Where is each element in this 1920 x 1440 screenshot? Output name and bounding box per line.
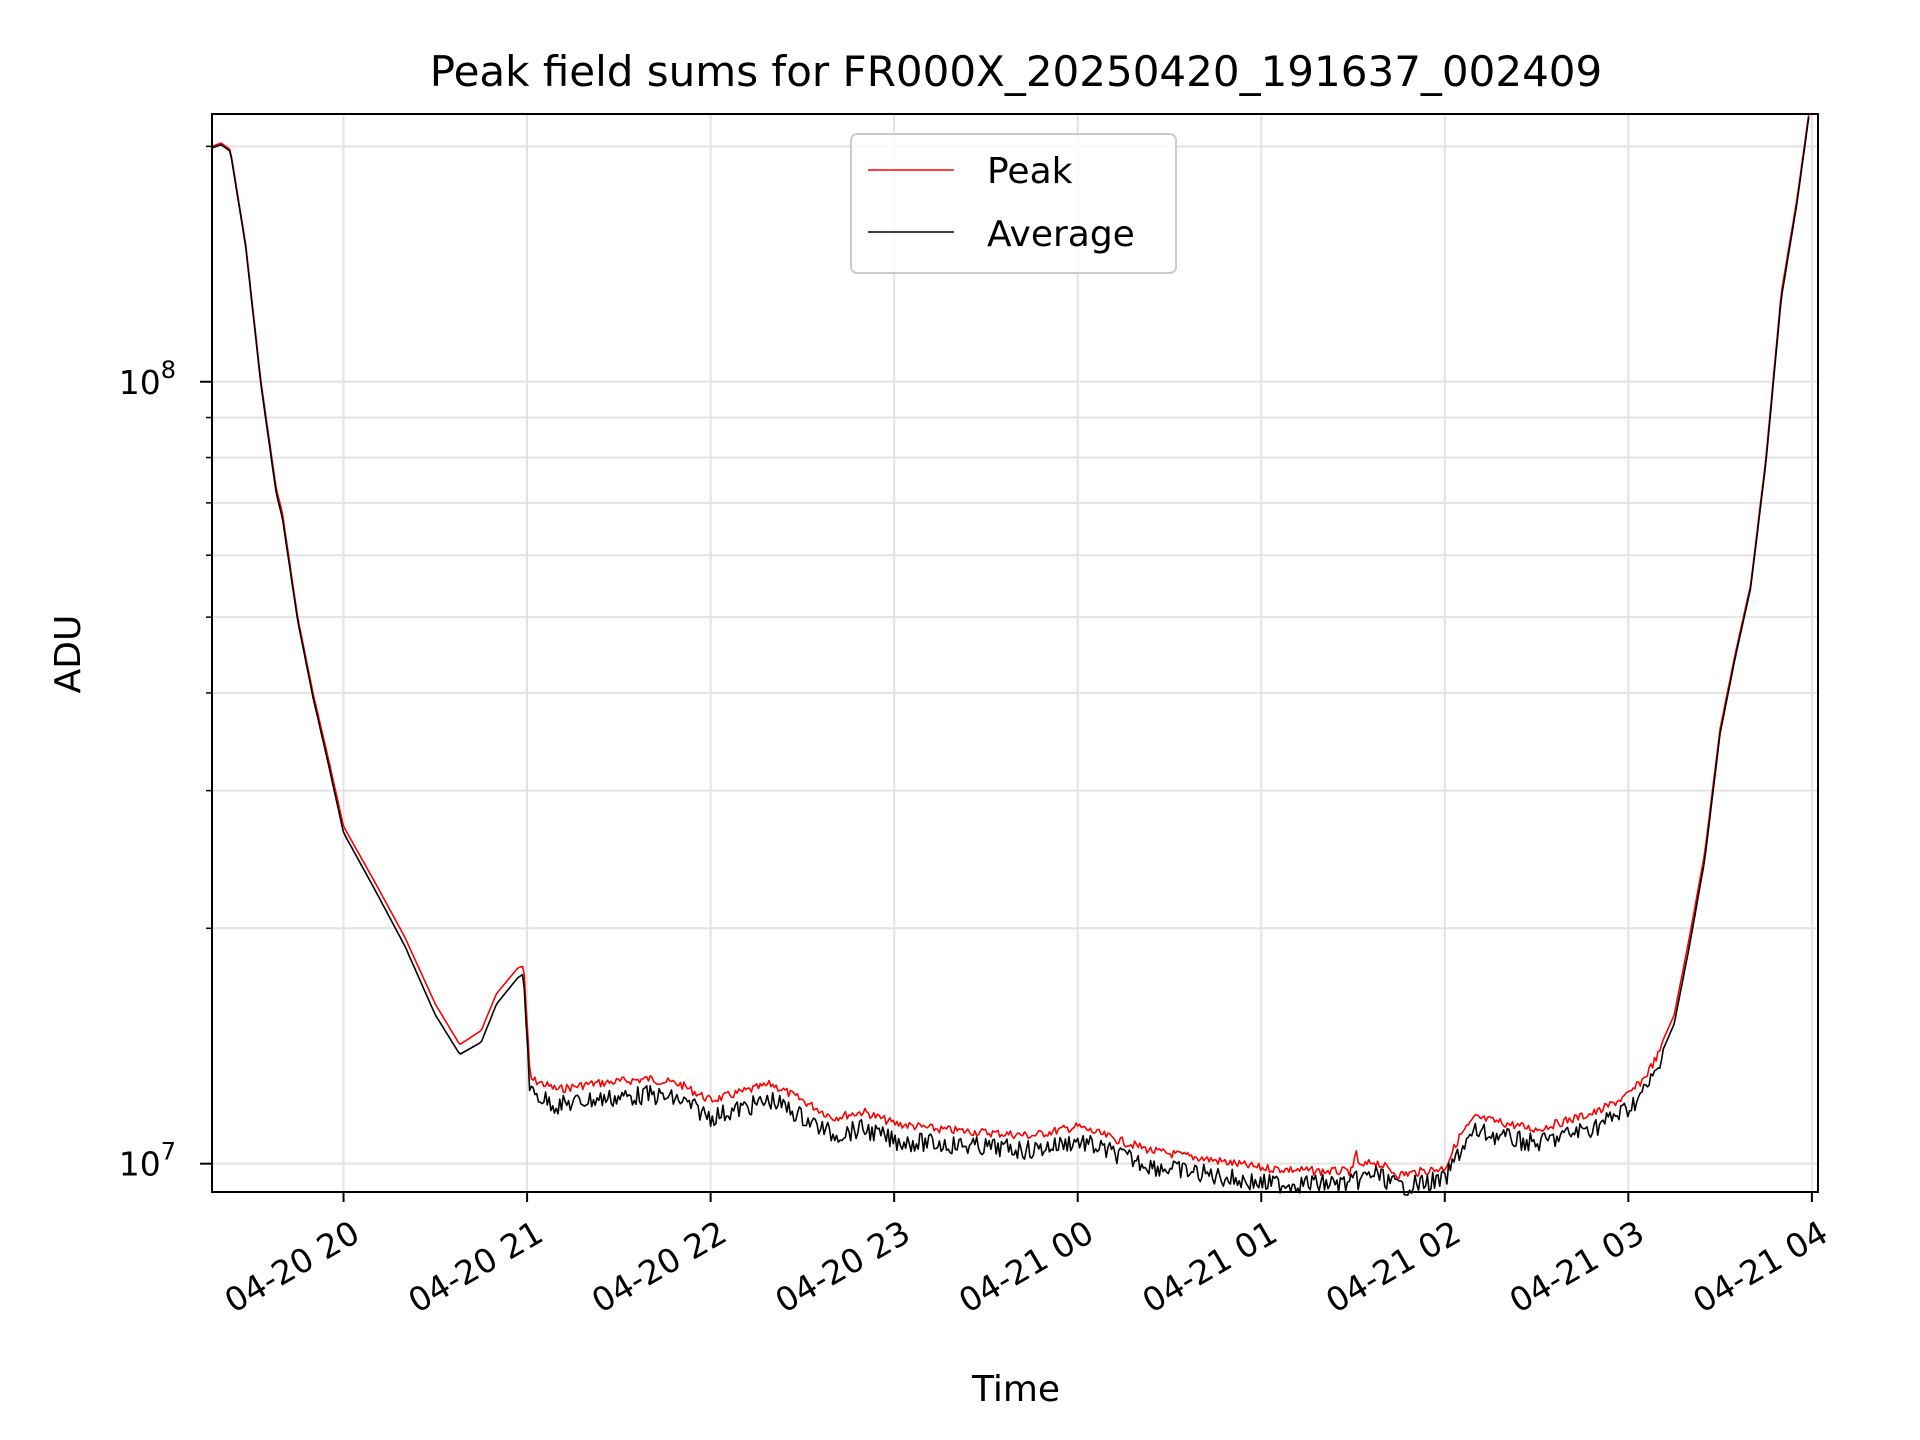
y-tick-label: 108 [119,356,176,402]
y-tick-base: 10 [119,363,161,402]
legend-box [850,133,1177,274]
plot-series [211,113,1810,1196]
plot-frame [211,113,1819,1193]
legend: Peak Average [850,133,1177,274]
y-tick-exponent: 8 [161,356,176,384]
y-tick-label: 107 [119,1138,176,1184]
legend-peak-label: Peak [987,151,1073,192]
series-line-peak [211,113,1810,1179]
legend-average-label: Average [987,214,1135,255]
series-line-average [211,116,1810,1196]
y-tick-base: 10 [119,1145,161,1184]
grid-lines [212,114,1818,1192]
y-axis-label: ADU [48,615,89,694]
y-tick-exponent: 7 [161,1138,176,1166]
x-axis-label: Time [971,1369,1060,1410]
chart-title: Peak field sums for FR000X_20250420_1916… [430,47,1603,96]
